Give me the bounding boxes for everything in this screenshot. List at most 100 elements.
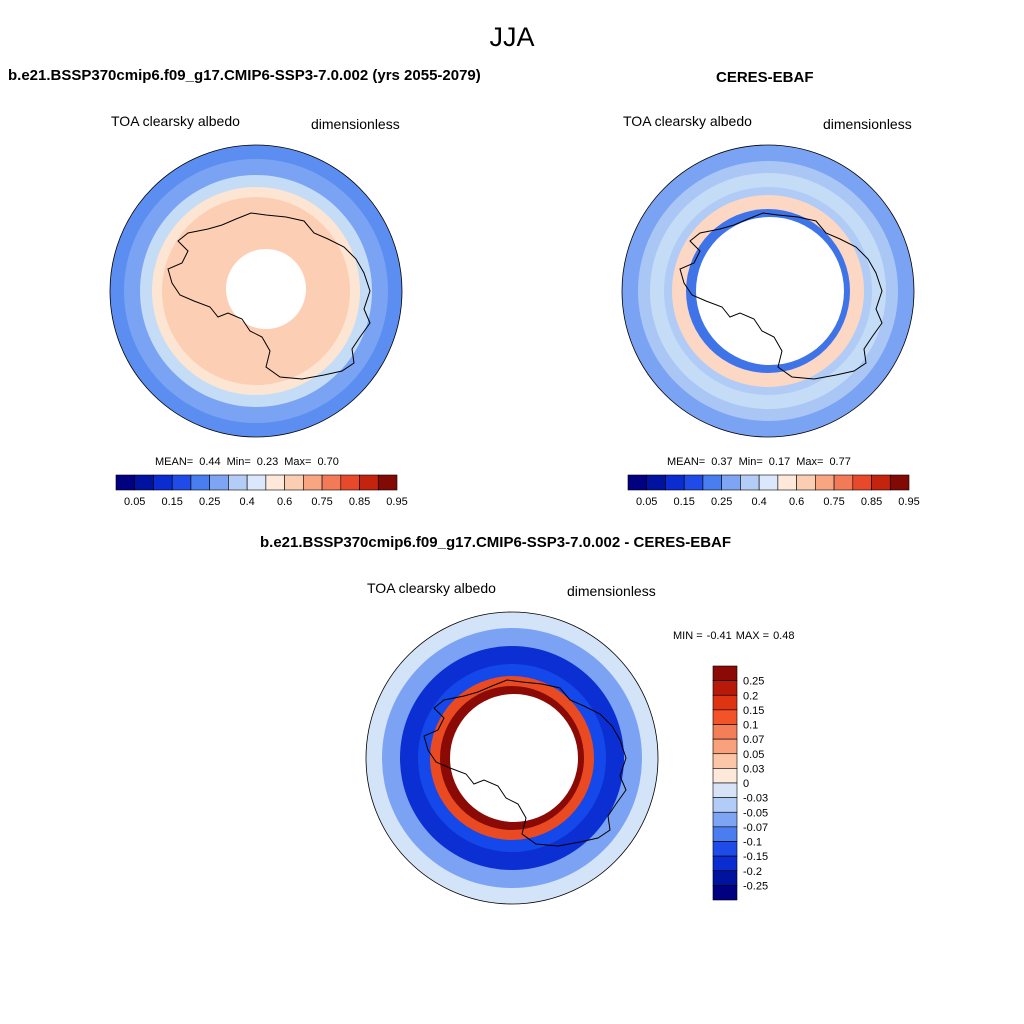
colorbar-swatch <box>712 826 738 842</box>
polar-missing-region <box>226 249 306 329</box>
panel2-mean-label: MEAN= <box>667 456 706 468</box>
panel1-mean-value: 0.44 <box>199 456 221 468</box>
panel1-variable-label: TOA clearsky albedo <box>111 113 240 129</box>
colorbar-tick-label: 0.6 <box>277 496 292 508</box>
colorbar-tick-label: 0.15 <box>161 496 182 508</box>
colorbar-swatch <box>303 474 323 491</box>
colorbar-swatch <box>721 474 741 491</box>
colorbar-tick-label: 0.25 <box>199 496 220 508</box>
panel3-stats: MIN = -0.41 MAX = 0.48 <box>673 630 800 642</box>
colorbar-tick-label: 0.15 <box>743 705 764 717</box>
colorbar-swatch <box>712 870 738 886</box>
colorbar-tick-label: 0.05 <box>743 749 764 761</box>
colorbar-swatch <box>712 665 738 681</box>
panel1-mean-label: MEAN= <box>155 456 194 468</box>
colorbar-tick-label: -0.2 <box>743 866 762 878</box>
colorbar-swatch <box>712 753 738 769</box>
colorbar-tick-label: 0.85 <box>861 496 882 508</box>
colorbar-swatch <box>712 855 738 872</box>
panel2-mean-value: 0.37 <box>711 456 733 468</box>
panel2-max-value: 0.77 <box>829 456 851 468</box>
colorbar-tick-label: 0.6 <box>789 496 804 508</box>
antarctica-coastline <box>679 212 883 380</box>
panel1-min-label: Min= <box>226 456 251 468</box>
panel1-min-value: 0.23 <box>256 456 279 468</box>
panel3-units-label: dimensionless <box>567 583 656 599</box>
colorbar-swatch <box>712 768 738 784</box>
antarctica-coastline <box>423 679 627 847</box>
colorbar-swatch <box>712 709 738 725</box>
panel1-max-value: 0.70 <box>317 456 339 468</box>
colorbar-tick-label: 0.25 <box>711 496 732 508</box>
colorbar-swatch <box>712 811 738 828</box>
colorbar-swatch <box>777 474 797 491</box>
colorbar-swatch <box>712 782 738 798</box>
colorbar-swatch <box>702 474 722 491</box>
colorbar-tick-label: 0.75 <box>823 496 844 508</box>
page-title: JJA <box>489 22 535 52</box>
colorbar-swatch <box>712 797 738 813</box>
colorbar-swatch <box>377 474 398 491</box>
colorbar-swatch <box>627 474 648 491</box>
colorbar-tick-label: 0.05 <box>124 496 145 508</box>
colorbar-swatch <box>190 474 210 491</box>
colorbar-swatch <box>796 474 816 491</box>
panel1-units-label: dimensionless <box>311 116 400 132</box>
colorbar-swatch <box>115 474 136 491</box>
panel1-colorbar: 0.05 0.15 0.25 0.4 0.6 0.75 0.85 0.95 <box>115 474 408 508</box>
colorbar-swatch <box>246 474 267 491</box>
colorbar-tick-label: 0.15 <box>673 496 694 508</box>
panel3-min-label: MIN = <box>673 630 703 642</box>
colorbar-swatch <box>359 474 379 491</box>
colorbar-swatch <box>871 474 891 491</box>
panel1-max-label: Max= <box>284 456 312 468</box>
colorbar-swatch <box>740 474 760 491</box>
colorbar-swatch <box>712 724 738 740</box>
panel2-min-value: 0.17 <box>768 456 791 468</box>
colorbar-swatch <box>134 474 154 491</box>
colorbar-swatch <box>646 474 666 491</box>
map-boundary <box>365 611 659 905</box>
colorbar-tick-label: 0.95 <box>898 496 919 508</box>
colorbar-tick-label: 0 <box>743 778 749 790</box>
panel2-colorbar: 0.05 0.15 0.25 0.4 0.6 0.75 0.85 0.95 <box>627 474 920 508</box>
panel3-min-value: -0.41 <box>706 630 732 642</box>
colorbar-tick-label: -0.07 <box>743 822 768 834</box>
colorbar-tick-label: 0.07 <box>743 734 764 746</box>
colorbar-swatch <box>265 474 285 491</box>
colorbar-tick-label: -0.25 <box>743 880 768 892</box>
colorbar-swatch <box>889 474 910 491</box>
polar-missing-region <box>450 694 578 822</box>
colorbar-swatch <box>712 694 738 711</box>
colorbar-tick-label: 0.25 <box>743 676 764 688</box>
antarctica-coastline <box>167 212 371 380</box>
panel2-units-label: dimensionless <box>823 116 912 132</box>
map-boundary <box>621 144 915 438</box>
panel3-variable-label: TOA clearsky albedo <box>367 580 496 596</box>
colorbar-swatch <box>321 474 342 491</box>
colorbar-swatch <box>852 474 872 491</box>
colorbar-swatch <box>340 474 360 491</box>
colorbar-tick-label: 0.2 <box>743 690 758 702</box>
panel2-max-label: Max= <box>796 456 824 468</box>
panel2-title: CERES-EBAF <box>716 69 814 86</box>
panel3-max-value: 0.48 <box>773 630 795 642</box>
colorbar-swatch <box>153 474 173 491</box>
colorbar-tick-label: 0.75 <box>311 496 332 508</box>
colorbar-tick-label: -0.05 <box>743 807 768 819</box>
colorbar-swatch <box>758 474 779 491</box>
colorbar-tick-label: 0.03 <box>743 763 764 775</box>
polar-missing-region <box>696 217 844 365</box>
colorbar-tick-label: 0.1 <box>743 720 758 732</box>
panel1-stats: MEAN= 0.44 Min= 0.23 Max= 0.70 <box>155 456 345 468</box>
colorbar-swatch <box>171 474 192 491</box>
colorbar-tick-label: 0.05 <box>636 496 657 508</box>
panel2-stats: MEAN= 0.37 Min= 0.17 Max= 0.77 <box>667 456 857 468</box>
panel3-polar-map <box>365 611 659 905</box>
map-boundary <box>109 144 403 438</box>
colorbar-swatch <box>712 680 738 696</box>
colorbar-tick-label: 0.85 <box>349 496 370 508</box>
colorbar-tick-label: 0.4 <box>239 496 254 508</box>
panel1-title: b.e21.BSSP370cmip6.f09_g17.CMIP6-SSP3-7.… <box>8 67 481 84</box>
colorbar-tick-label: -0.1 <box>743 837 762 849</box>
